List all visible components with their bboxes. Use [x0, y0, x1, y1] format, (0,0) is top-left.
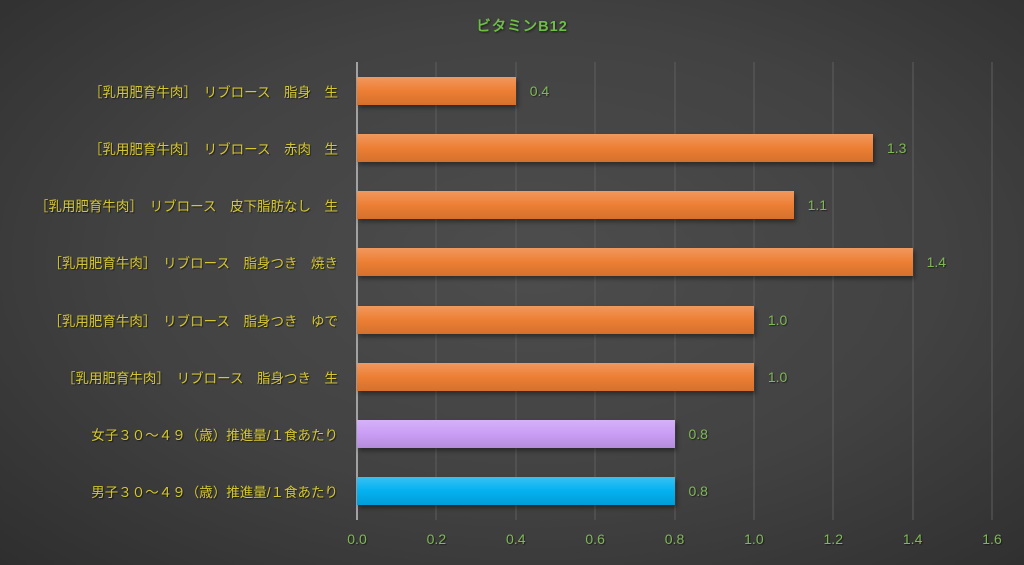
x-axis-tick-label: 0.4	[506, 531, 526, 547]
gridline	[912, 62, 914, 520]
category-label: ［乳用肥育牛肉］ リブロース 脂身つき 焼き	[48, 256, 338, 272]
gridline	[832, 62, 834, 520]
x-axis-tick-label: 0.6	[585, 531, 605, 547]
bar-value-label: 1.0	[767, 311, 788, 328]
bar-value-label: 0.4	[529, 82, 550, 99]
bar-row: 0.4	[357, 62, 992, 119]
data-bar: 0.8	[357, 477, 708, 506]
x-axis-tick-label: 1.0	[744, 531, 764, 547]
data-bar: 1.4	[357, 248, 946, 277]
bar-row: 0.8	[357, 406, 992, 463]
chart-title: ビタミンB12	[476, 19, 568, 35]
x-axis-tick-label: 0.8	[664, 531, 685, 547]
bar-value-label: 1.4	[926, 254, 947, 271]
gridline	[515, 62, 517, 520]
bar-row: 1.1	[357, 177, 992, 234]
gridline	[991, 62, 993, 520]
plot-area: 0.4 1.3 1.1 1.4 1.0 1.0 0.8 0.8	[356, 62, 993, 520]
category-label: ［乳用肥育牛肉］ リブロース 皮下脂肪なし 生	[34, 199, 338, 215]
category-label: 女子３０～４９（歳）推進量/１食あたり	[91, 428, 338, 444]
x-axis-tick-label: 1.4	[902, 531, 923, 547]
bar-row: 0.8	[357, 463, 992, 520]
bar-value-label: 1.3	[886, 139, 907, 156]
category-label: 男子３０～４９（歳）推進量/１食あたり	[91, 485, 338, 501]
gridline	[594, 62, 596, 520]
bar-row: 1.4	[357, 234, 992, 291]
gridline	[435, 62, 437, 520]
bar-rows: 0.4 1.3 1.1 1.4 1.0 1.0 0.8 0.8	[357, 62, 992, 520]
x-axis-tick-label: 1.2	[823, 531, 843, 547]
category-axis: ［乳用肥育牛肉］ リブロース 脂身 生 ［乳用肥育牛肉］ リブロース 赤肉 生 ［乳…	[0, 62, 347, 520]
gridline	[753, 62, 755, 520]
category-label: ［乳用肥育牛肉］ リブロース 赤肉 生	[88, 141, 338, 157]
x-axis-tick-label: 0.0	[347, 531, 367, 547]
data-bar: 1.1	[357, 191, 827, 220]
category-label: ［乳用肥育牛肉］ リブロース 脂身つき ゆで	[48, 313, 338, 329]
gridline	[674, 62, 675, 520]
zero-axis-line	[356, 62, 358, 520]
bar-value-label: 1.1	[807, 197, 828, 214]
bar-value-label: 1.0	[767, 368, 788, 385]
x-axis-tick-label: 1.6	[982, 531, 1002, 547]
category-label: ［乳用肥育牛肉］ リブロース 脂身 生	[88, 84, 338, 100]
x-axis-tick-label: 0.2	[426, 531, 447, 547]
data-bar: 1.0	[357, 362, 787, 391]
value-axis: 0.0 0.2 0.4 0.6 0.8 1.0 1.2 1.4 1.6	[347, 531, 1001, 551]
bar-value-label: 0.8	[688, 426, 708, 443]
bar-value-label: 0.8	[688, 483, 708, 500]
data-bar: 1.3	[357, 133, 906, 162]
bar-row: 1.0	[357, 291, 992, 348]
data-bar: 0.4	[357, 76, 549, 105]
bar-row: 1.0	[357, 348, 992, 405]
bar-row: 1.3	[357, 119, 992, 176]
data-bar: 1.0	[357, 305, 787, 334]
category-label: ［乳用肥育牛肉］ リブロース 脂身つき 生	[61, 370, 338, 386]
data-bar: 0.8	[357, 420, 708, 449]
